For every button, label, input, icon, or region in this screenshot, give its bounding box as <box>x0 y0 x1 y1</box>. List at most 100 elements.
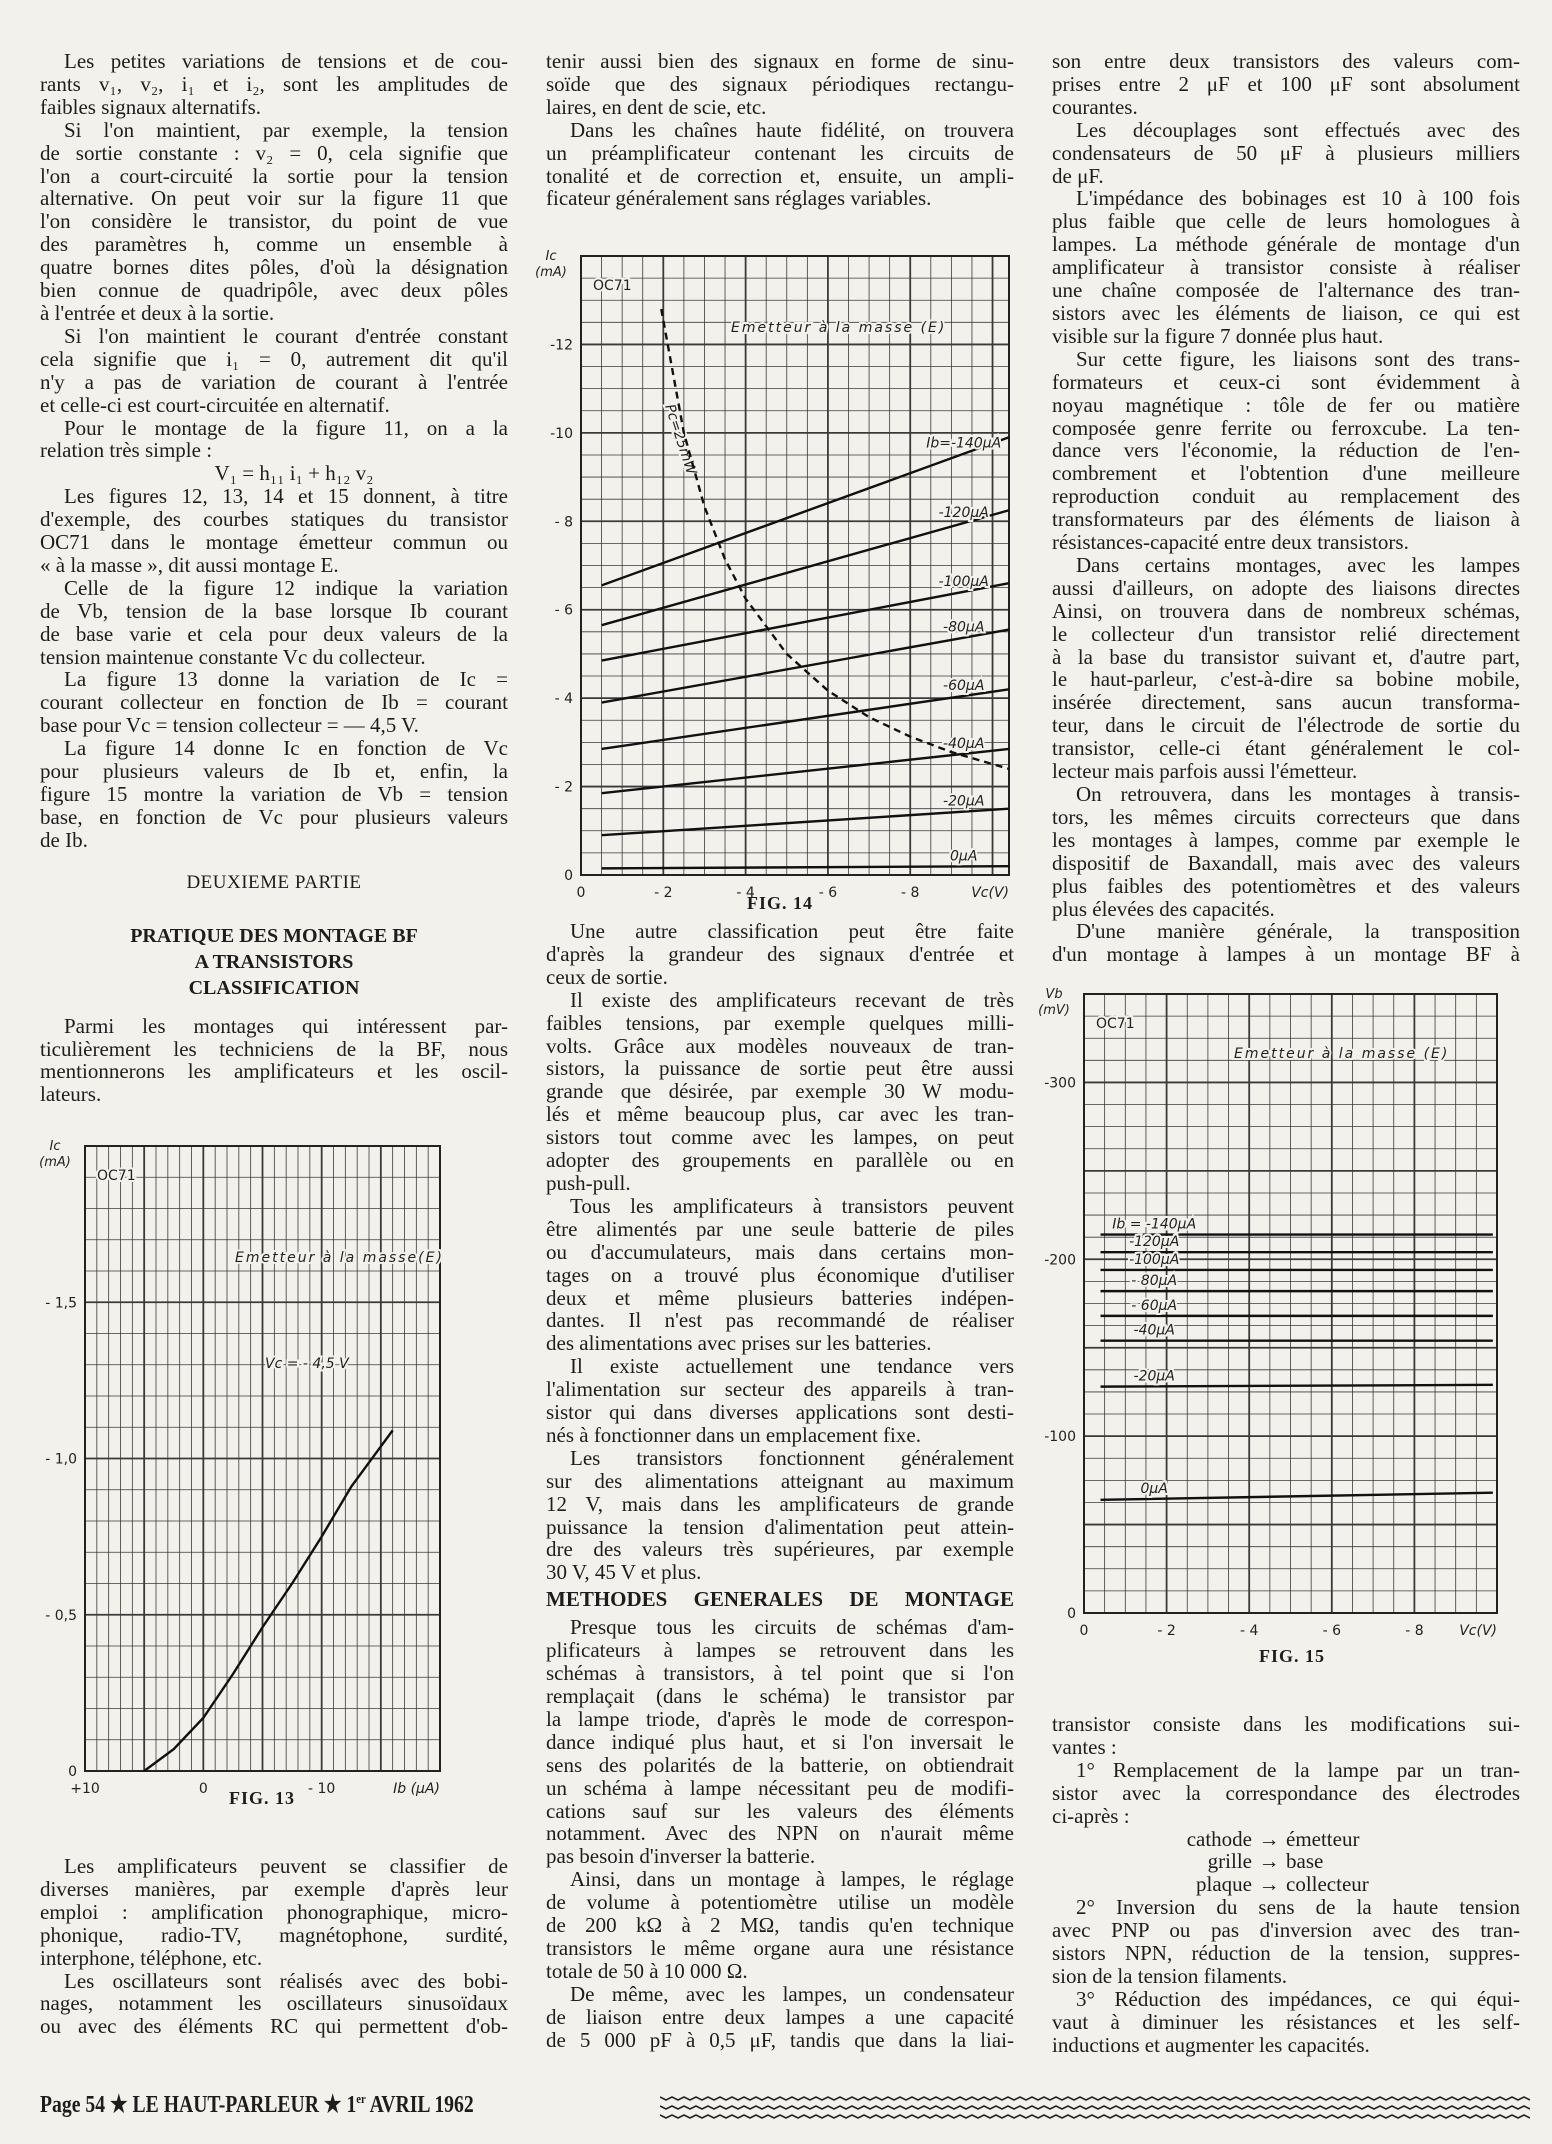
text-line: ci-après : <box>1052 1803 1130 1828</box>
x-tick-label: - 4 <box>1240 1623 1259 1639</box>
y-tick-label: -12 <box>550 337 573 353</box>
text-line: un schéma à lampe nécessitant peu de mod… <box>546 1775 1014 1800</box>
text-line: lés et même beaucoup plus, car avec les … <box>546 1102 1014 1127</box>
curve-label: Ib = -140μA <box>1112 1217 1196 1233</box>
plot-frame <box>580 255 1010 876</box>
x-tick-label: - 6 <box>1323 1623 1342 1639</box>
text-line: formateurs et ceux-ci sont évidemment à <box>1052 369 1520 394</box>
part-heading: DEUXIEME PARTIE <box>186 871 362 893</box>
y-tick-label: - 0,5 <box>45 1608 77 1624</box>
arrow-icon: → <box>1258 1849 1280 1874</box>
text-line: La figure 13 donne la variation de Ic = <box>64 667 508 692</box>
text-line: faibles signaux alternatifs. <box>40 94 262 119</box>
curve-8 <box>660 308 1010 771</box>
paragraph: 3° Réduction des impédances, ce qui équi… <box>1052 1987 1520 2057</box>
paragraph: transistor consiste dans les modificatio… <box>1052 1713 1520 1759</box>
text-line: inductions et augmenter les capacités. <box>1052 2032 1370 2057</box>
star-icon: ★ <box>323 2092 342 2118</box>
curve-label: -100μA <box>1129 1252 1179 1268</box>
curve-label: -80μA <box>943 620 984 636</box>
text-line: Les oscillateurs sont réalisés avec des … <box>64 1968 508 1993</box>
transistor-electrode: collecteur <box>1286 1872 1369 1897</box>
text-line: de liaison entre deux lampes a une capac… <box>546 2004 1014 2029</box>
y-tick-label: -100 <box>1044 1429 1076 1445</box>
curve-label: -20μA <box>1134 1368 1175 1384</box>
text-line: diverses manières, par exemple d'après l… <box>40 1876 508 1901</box>
text-line: ou d'accumulateurs, mais dans certains m… <box>546 1239 1014 1264</box>
paragraph: L'impédance des bobinages est 10 à 100 f… <box>1052 187 1520 347</box>
curve-6 <box>1100 1383 1493 1388</box>
text-line: volts. Grâce aux modèles nouveaux de tra… <box>546 1033 1014 1058</box>
text-line: de base varie et cela pour deux valeurs … <box>40 621 508 646</box>
text-line: 2° Inversion du sens de la haute tension <box>1076 1895 1520 1920</box>
text-line: Dans les chaînes haute fidélité, on trou… <box>570 117 1014 142</box>
y-axis-title: Vb <box>1045 987 1062 1002</box>
text-line: Les figures 12, 13, 14 et 15 donnent, à … <box>64 484 508 509</box>
paragraph: Pour le montage de la figure 11, on a la… <box>40 415 508 463</box>
text-line: transformateurs par des éléments de liai… <box>1052 507 1520 532</box>
text-line: un préamplificateur contenant les circui… <box>546 140 1014 165</box>
x-tick-label: - 8 <box>901 885 919 901</box>
section: Presque tous les circuits de schémas d'a… <box>546 1616 1014 2051</box>
text-line: plus élevées des capacités. <box>1052 896 1275 921</box>
section: Les figures 12, 13, 14 et 15 donnent, à … <box>40 485 508 852</box>
curve-label: - 60μA <box>1131 1298 1177 1314</box>
text-line: Pour le montage de la figure 11, on a la <box>64 415 508 440</box>
text-line: lateurs. <box>40 1082 102 1107</box>
text-line: relation très simple : <box>40 438 213 463</box>
text-line: rants v₁, v₂, i₁ et i₂, sont les amplitu… <box>40 71 508 96</box>
text-line: sens des polarités de la batterie, on ob… <box>546 1752 1014 1777</box>
text-line: amplificateur à transistor consiste à ré… <box>1052 255 1520 280</box>
plot-frame <box>1083 993 1498 1614</box>
paragraph: Les amplificateurs peuvent se classifier… <box>40 1855 508 1970</box>
text-line: sion de la tension filaments. <box>1052 1963 1288 1988</box>
column-3: son entre deux transistors des valeurs c… <box>1052 50 1520 966</box>
y-axis-title: Ic <box>50 1139 61 1154</box>
section: Les amplificateurs peuvent se classifier… <box>40 1855 508 2038</box>
text-line: bien connue de quadripôle, avec deux pôl… <box>40 278 508 303</box>
paragraph: Ainsi, dans un montage à lampes, le régl… <box>546 1868 1014 1983</box>
paragraph: 2° Inversion du sens de la haute tension… <box>1052 1896 1520 1988</box>
heading-line: CLASSIFICATION <box>188 976 360 999</box>
text-line: Les transistors fonctionnent généralemen… <box>570 1445 1014 1470</box>
text-line: plus faible que celle de leurs homologue… <box>1052 209 1520 234</box>
text-line: l'on considère le transistor, du point d… <box>40 209 508 234</box>
text-line: deux et même plusieurs batteries indépen… <box>546 1285 1014 1310</box>
text-line: plus faibles des potentiomètres et des v… <box>1052 873 1520 898</box>
text-line: pour plusieurs valeurs de Ib et, enfin, … <box>40 759 508 784</box>
curve-label: -40μA <box>1134 1323 1175 1339</box>
text-line: mentionnerons les amplificateurs et les … <box>40 1059 508 1084</box>
y-tick-label: - 6 <box>555 603 574 619</box>
paragraph: De même, avec les lampes, un condensateu… <box>546 1982 1014 2052</box>
section-heading: PRATIQUE DES MONTAGE BF A TRANSISTORS CL… <box>40 923 508 1001</box>
text-line: tages on a trouvé plus économique d'util… <box>546 1262 1014 1287</box>
paragraph: Les figures 12, 13, 14 et 15 donnent, à … <box>40 485 508 577</box>
tube-electrode: cathode <box>1186 1826 1252 1851</box>
text-line: Tous les amplificateurs à transistors pe… <box>570 1193 1014 1218</box>
plot-frame <box>84 1145 441 1772</box>
text-line: aussi d'ailleurs, on adopte des liaisons… <box>1052 575 1520 600</box>
text-line: ou avec des éléments RC qui permettent d… <box>40 2014 508 2039</box>
text-line: insérée directement, sans aucun transfor… <box>1052 690 1520 715</box>
curve-label: 0μA <box>1141 1481 1168 1497</box>
text-line: plificateurs à lampes se retrouvent dans… <box>546 1638 1014 1663</box>
text-line: le collecteur d'un transistor relié dire… <box>1052 621 1520 646</box>
arrow-icon: → <box>1258 1826 1280 1851</box>
x-tick-label: 0 <box>199 1781 208 1797</box>
text-line: 1° Remplacement de la lampe par un tran- <box>1076 1757 1520 1782</box>
publication-name: LE HAUT-PARLEUR <box>132 2092 319 2118</box>
text-line: dispositif de Baxandall, mais avec des v… <box>1052 850 1520 875</box>
text-line: de 200 kΩ à 2 MΩ, tandis qu'en technique <box>546 1913 1014 1938</box>
text-line: noyau magnétique : tôle de fer ou matièr… <box>1052 392 1520 417</box>
text-line: Sur cette figure, les liaisons sont des … <box>1076 346 1520 371</box>
text-line: dre des valeurs très supérieures, par ex… <box>546 1537 1014 1562</box>
text-line: dantes. Il n'est pas recommandé de réali… <box>546 1308 1014 1333</box>
text-line: Les amplificateurs peuvent se classifier… <box>64 1854 508 1878</box>
curve-6 <box>601 807 1010 837</box>
paragraph: Si l'on maintient le courant d'entrée co… <box>40 324 508 417</box>
paragraph: Dans certains montages, avec les lampes a… <box>1052 554 1520 783</box>
x-tick-label: - 8 <box>1405 1623 1423 1639</box>
section: son entre deux transistors des valeurs c… <box>1052 50 1520 966</box>
text-line: lecteur mais parfois aussi l'émetteur. <box>1052 759 1358 784</box>
text-line: base, en fonction de Vc pour plusieurs v… <box>40 804 508 829</box>
